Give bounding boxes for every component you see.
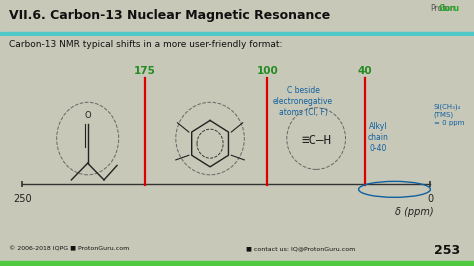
Text: Guru: Guru xyxy=(439,4,460,13)
Text: 253: 253 xyxy=(434,244,460,257)
Text: 0: 0 xyxy=(428,194,433,205)
Text: Alkyl
chain
0-40: Alkyl chain 0-40 xyxy=(368,122,389,153)
Text: Carbon-13 NMR typical shifts in a more user-friendly format:: Carbon-13 NMR typical shifts in a more u… xyxy=(9,40,283,48)
Text: Proton: Proton xyxy=(430,4,455,13)
Text: Si(CH₃)₄
(TMS)
= 0 ppm: Si(CH₃)₄ (TMS) = 0 ppm xyxy=(434,104,464,126)
Text: ■ contact us: IQ@ProtonGuru.com: ■ contact us: IQ@ProtonGuru.com xyxy=(246,246,356,251)
Text: 40: 40 xyxy=(358,66,373,76)
Text: VII.6. Carbon-13 Nuclear Magnetic Resonance: VII.6. Carbon-13 Nuclear Magnetic Resona… xyxy=(9,9,331,22)
Bar xyxy=(0,32,474,36)
Text: 250: 250 xyxy=(13,194,32,205)
Text: δ (ppm): δ (ppm) xyxy=(395,207,434,217)
Text: 100: 100 xyxy=(256,66,278,76)
Text: C beside
electronegative
atoms (Cl, F): C beside electronegative atoms (Cl, F) xyxy=(273,86,333,117)
Bar xyxy=(0,261,474,266)
Text: ≡C–H: ≡C–H xyxy=(301,134,331,147)
Text: © 2006-2018 IQPG ■ ProtonGuru.com: © 2006-2018 IQPG ■ ProtonGuru.com xyxy=(9,246,130,251)
Text: O: O xyxy=(84,111,91,120)
Text: 175: 175 xyxy=(134,66,156,76)
